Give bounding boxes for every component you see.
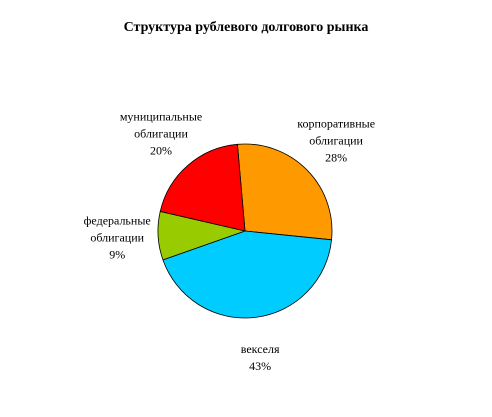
slice-label: корпоративные облигации 28% [281,116,391,167]
category-label: федеральные облигации [83,213,151,245]
pie-slice [162,230,332,319]
value-label: 28% [325,150,348,165]
slice-label: векселя 43% [205,341,315,375]
value-label: 43% [249,359,272,374]
value-label: 9% [109,247,126,262]
slice-label: федеральные облигации 9% [62,213,172,264]
pie-slice [159,143,246,232]
category-label: векселя [240,342,280,357]
slice-label: муниципальные облигации 20% [106,109,216,160]
category-label: муниципальные облигации [119,109,203,141]
category-label: корпоративные облигации [297,116,376,148]
chart-title: Структура рублевого долгового рынка [123,20,369,35]
value-label: 20% [150,143,173,158]
pie-slice [236,143,333,241]
